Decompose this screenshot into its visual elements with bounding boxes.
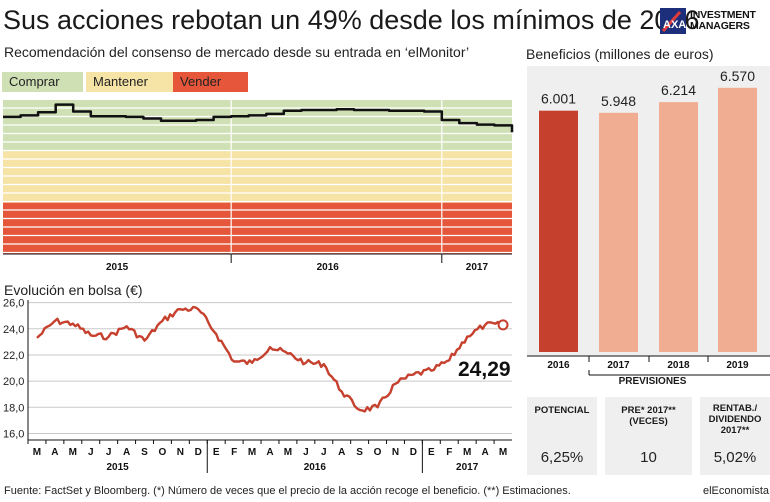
bar-2019 <box>718 87 757 352</box>
stock-year-label: 2016 <box>304 462 327 473</box>
svg-text:AXA: AXA <box>663 19 686 31</box>
bar-category-label: 2017 <box>607 360 630 371</box>
stock-month-label: J <box>321 447 327 458</box>
legend-mantener: Mantener <box>86 72 173 92</box>
axa-logo-icon: AXA <box>660 8 686 34</box>
stat-value: 10 <box>640 449 657 466</box>
previsiones-label: PREVISIONES <box>618 376 687 387</box>
stock-month-label: O <box>374 447 382 458</box>
source-note: Fuente: FactSet y Bloomberg. (*) Número … <box>4 485 571 497</box>
stock-ytick-label: 24,0 <box>3 324 24 336</box>
stock-month-label: D <box>410 447 417 458</box>
stock-ytick-label: 22,0 <box>3 350 24 362</box>
stock-month-label: J <box>88 447 94 458</box>
stat-value: 6,25% <box>540 449 584 466</box>
last-price-label: 24,29 <box>458 358 511 381</box>
stock-ytick-label: 20,0 <box>3 376 24 388</box>
legend-comprar: Comprar <box>2 72 83 92</box>
stock-month-label: N <box>392 447 399 458</box>
stock-month-label: M <box>463 447 471 458</box>
stock-month-label: M <box>499 447 507 458</box>
last-price-marker <box>497 319 509 331</box>
stock-month-label: A <box>51 447 58 458</box>
bar-2017 <box>599 112 638 353</box>
stat-label: POTENCIAL <box>534 405 590 416</box>
stock-price-line <box>36 305 504 413</box>
stock-month-label: A <box>266 447 273 458</box>
stock-ytick-label: 16,0 <box>3 428 24 440</box>
stock-year-label: 2017 <box>456 462 479 473</box>
stat-box-per: PRE* 2017** (VECES) 10 <box>605 397 692 475</box>
stock-month-label: A <box>481 447 488 458</box>
consensus-year-label: 2015 <box>106 262 129 273</box>
logo-line-2: MANAGERS <box>690 20 750 32</box>
stat-box-dividendo: RENTAB./ DIVIDENDO 2017** 5,02% <box>700 397 770 475</box>
consensus-year-label: 2017 <box>466 262 489 273</box>
stock-month-label: F <box>446 447 452 458</box>
stock-month-label: M <box>284 447 292 458</box>
bar-2016 <box>539 110 578 352</box>
stock-month-label: S <box>356 447 363 458</box>
stock-title: Evolución en bolsa (€) <box>4 282 143 298</box>
bar-value-label: 6.570 <box>720 68 755 84</box>
benefits-title: Beneficios (millones de euros) <box>526 46 714 62</box>
stock-month-label: S <box>141 447 148 458</box>
stat-value: 5,02% <box>713 449 757 466</box>
stock-month-label: A <box>123 447 130 458</box>
logo-line-1: INVESTMENT <box>690 9 756 21</box>
stock-month-label: N <box>177 447 184 458</box>
stock-month-label: J <box>303 447 309 458</box>
consensus-title: Recomendación del consenso de mercado de… <box>4 44 470 60</box>
stock-month-label: E <box>213 447 220 458</box>
brand-label: elEconomista <box>703 485 770 497</box>
stock-year-label: 2015 <box>107 462 130 473</box>
stock-month-label: D <box>195 447 202 458</box>
bar-2018 <box>659 102 698 352</box>
legend-vender: Vender <box>173 72 248 92</box>
bar-category-label: 2018 <box>667 360 690 371</box>
consensus-year-label: 2016 <box>317 262 340 273</box>
bar-category-label: 2016 <box>547 360 570 371</box>
stock-ytick-label: 18,0 <box>3 402 24 414</box>
consensus-legend: Comprar Mantener Vender <box>2 72 248 92</box>
axa-logo: AXA INVESTMENT MANAGERS <box>660 8 770 36</box>
consensus-line <box>3 103 514 133</box>
stock-month-label: F <box>231 447 237 458</box>
bar-value-label: 6.214 <box>661 82 696 98</box>
stock-month-label: M <box>248 447 256 458</box>
stock-month-label: M <box>69 447 77 458</box>
stat-label: PRE* 2017** (VECES) <box>621 405 676 427</box>
stock-month-label: E <box>428 447 435 458</box>
stock-month-label: J <box>106 447 112 458</box>
stock-month-label: A <box>338 447 345 458</box>
stat-label: RENTAB./ DIVIDENDO 2017** <box>708 403 762 436</box>
stat-box-potencial: POTENCIAL 6,25% <box>527 397 597 475</box>
headline: Sus acciones rebotan un 49% desde los mí… <box>3 5 700 35</box>
stock-month-label: M <box>33 447 41 458</box>
bar-value-label: 5.948 <box>601 93 636 109</box>
band-mantener <box>3 151 512 203</box>
bar-category-label: 2019 <box>726 360 749 371</box>
bar-value-label: 6.001 <box>541 91 576 107</box>
stock-month-label: O <box>159 447 167 458</box>
band-vender <box>3 202 512 254</box>
stock-ytick-label: 26,0 <box>3 298 24 310</box>
